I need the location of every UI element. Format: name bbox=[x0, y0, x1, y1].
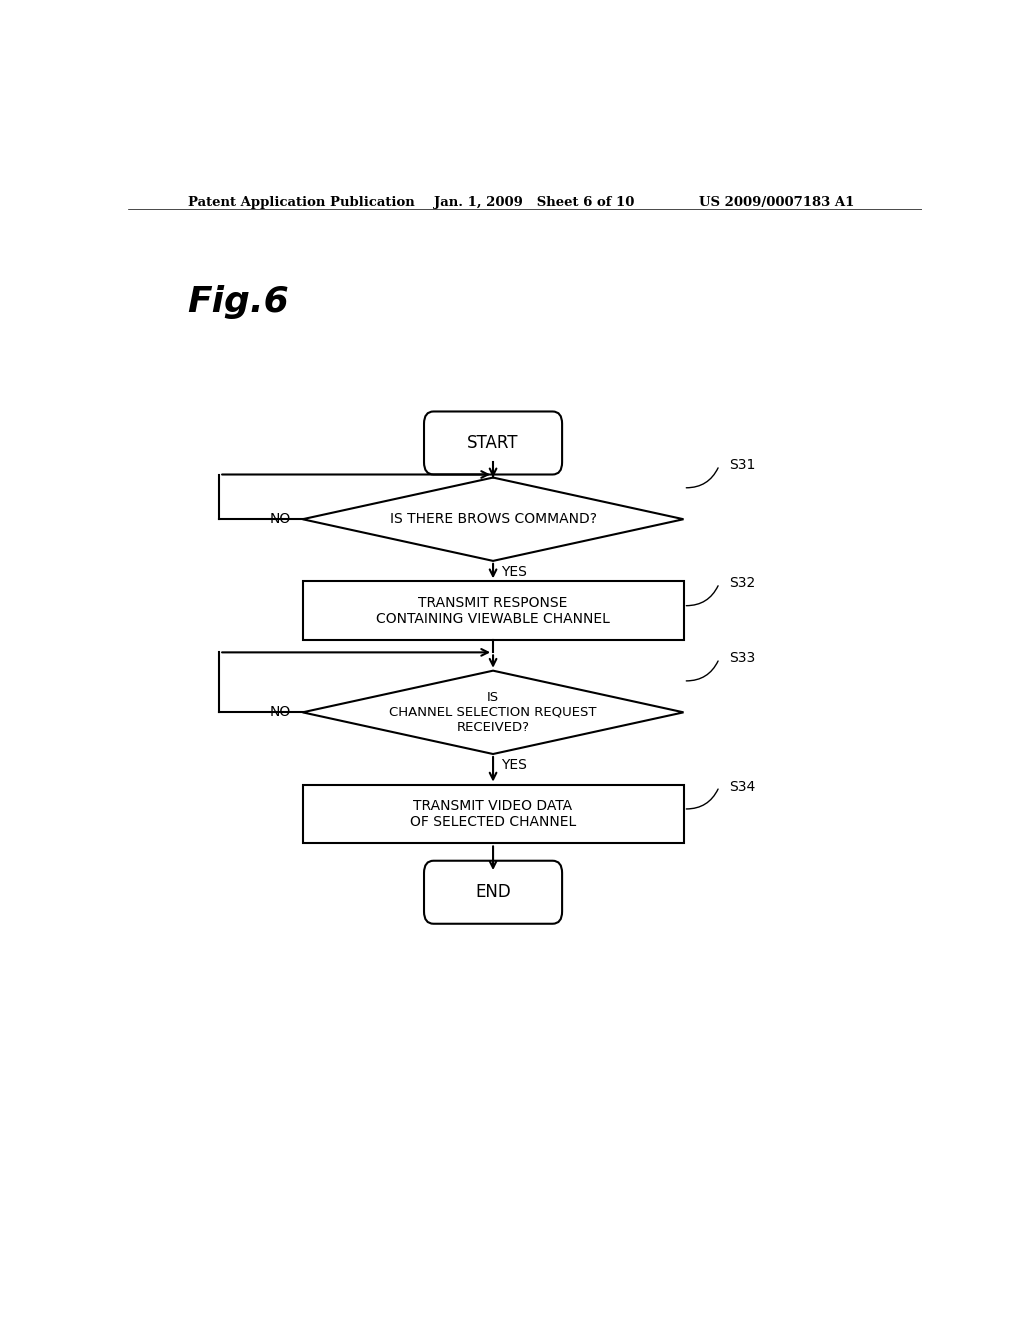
Text: YES: YES bbox=[501, 565, 527, 579]
FancyBboxPatch shape bbox=[424, 861, 562, 924]
FancyBboxPatch shape bbox=[424, 412, 562, 474]
Polygon shape bbox=[303, 478, 684, 561]
Text: TRANSMIT RESPONSE
CONTAINING VIEWABLE CHANNEL: TRANSMIT RESPONSE CONTAINING VIEWABLE CH… bbox=[376, 595, 610, 626]
Polygon shape bbox=[303, 671, 684, 754]
Text: NO: NO bbox=[269, 512, 291, 527]
Text: TRANSMIT VIDEO DATA
OF SELECTED CHANNEL: TRANSMIT VIDEO DATA OF SELECTED CHANNEL bbox=[410, 799, 577, 829]
Text: S34: S34 bbox=[729, 780, 755, 793]
Text: IS
CHANNEL SELECTION REQUEST
RECEIVED?: IS CHANNEL SELECTION REQUEST RECEIVED? bbox=[389, 690, 597, 734]
Text: Fig.6: Fig.6 bbox=[187, 285, 289, 319]
Text: Patent Application Publication: Patent Application Publication bbox=[187, 195, 415, 209]
Text: S33: S33 bbox=[729, 652, 755, 665]
Text: IS THERE BROWS COMMAND?: IS THERE BROWS COMMAND? bbox=[389, 512, 597, 527]
Text: NO: NO bbox=[269, 705, 291, 719]
Bar bbox=[303, 784, 684, 843]
Text: Jan. 1, 2009   Sheet 6 of 10: Jan. 1, 2009 Sheet 6 of 10 bbox=[433, 195, 634, 209]
Bar bbox=[303, 581, 684, 640]
Text: START: START bbox=[467, 434, 519, 451]
Text: S32: S32 bbox=[729, 577, 755, 590]
Text: YES: YES bbox=[501, 758, 527, 772]
Text: S31: S31 bbox=[729, 458, 755, 473]
Text: END: END bbox=[475, 883, 511, 902]
Text: US 2009/0007183 A1: US 2009/0007183 A1 bbox=[699, 195, 855, 209]
